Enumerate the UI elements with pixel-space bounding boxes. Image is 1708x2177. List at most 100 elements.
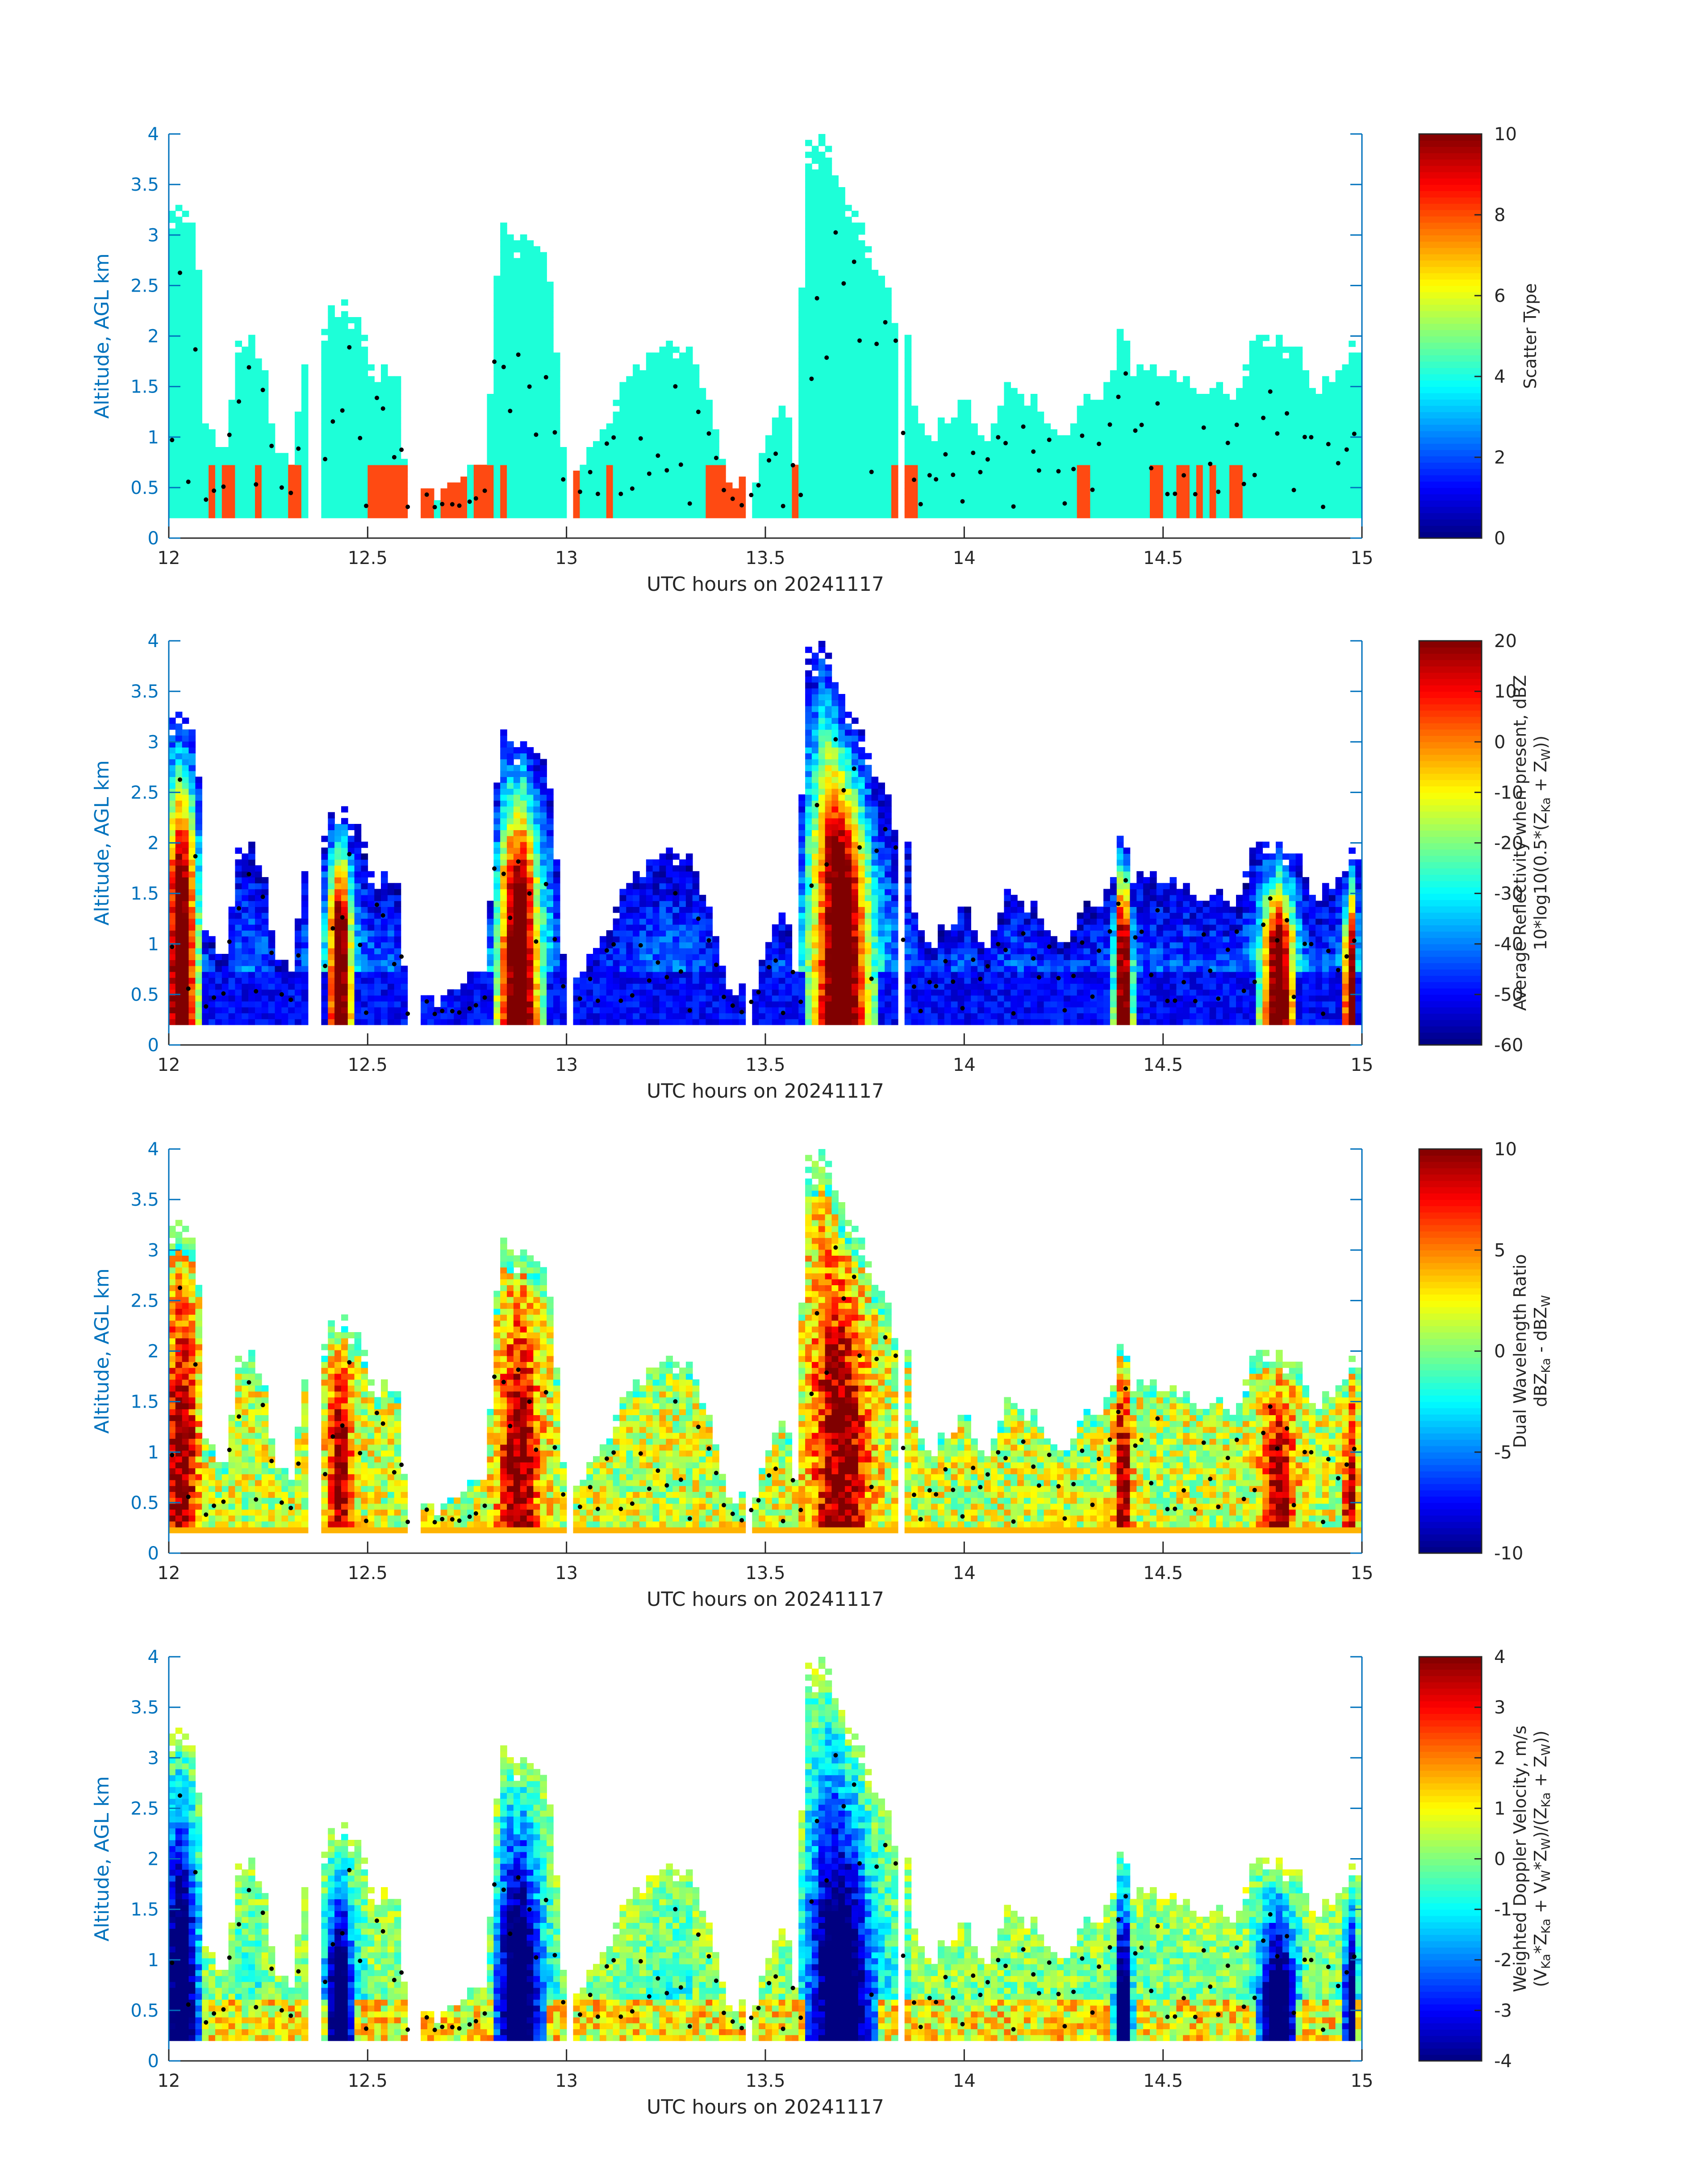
heatmap-cell [1216, 400, 1223, 406]
heatmap-cell [1256, 388, 1263, 394]
heatmap-cell [533, 305, 540, 312]
heatmap-cell [341, 453, 348, 460]
heatmap-cell [699, 405, 706, 412]
heatmap-cell [1223, 435, 1230, 442]
heatmap-cell [957, 453, 965, 460]
heatmap-cell [858, 453, 865, 460]
heatmap-cell [540, 382, 547, 389]
heatmap-cell [387, 506, 395, 513]
heatmap-cell [1190, 476, 1197, 483]
heatmap-cell [1269, 441, 1276, 447]
heatmap-cell [845, 293, 852, 300]
heatmap-cell [175, 382, 183, 389]
heatmap-cell [1203, 470, 1210, 477]
heatmap-cell [507, 441, 514, 447]
heatmap-cell [1229, 512, 1236, 518]
heatmap-cell [838, 464, 845, 471]
heatmap-cell [493, 435, 501, 442]
colorbar-swatch [1419, 146, 1482, 154]
heatmap-cell [540, 305, 547, 312]
heatmap-cell [1097, 417, 1104, 424]
heatmap-cell [188, 830, 196, 836]
heatmap-cell [984, 500, 991, 507]
heatmap-cell [1169, 376, 1177, 383]
heatmap-cell [202, 983, 209, 990]
heatmap-cell [1011, 447, 1018, 453]
heatmap-cell [228, 971, 236, 978]
heatmap-cell [487, 470, 494, 477]
y-tick-label: 0.5 [130, 478, 159, 498]
heatmap-cell [606, 482, 614, 489]
heatmap-cell [805, 459, 812, 465]
heatmap-cell [706, 447, 713, 453]
heatmap-cell [918, 482, 925, 489]
heatmap-cell [639, 494, 647, 501]
heatmap-cell [891, 459, 898, 465]
heatmap-cell [235, 388, 242, 394]
y-tick-label: 1.5 [130, 377, 159, 397]
heatmap-cell [599, 459, 607, 465]
heatmap-cell [1143, 470, 1150, 477]
heatmap-cell [1004, 417, 1011, 424]
heatmap-cell [646, 506, 653, 513]
heatmap-cell [235, 1007, 242, 1014]
heatmap-cell [964, 476, 971, 483]
heatmap-cell [904, 470, 912, 477]
heatmap-cell [1282, 441, 1290, 447]
dot-marker [269, 443, 274, 448]
heatmap-cell [1136, 506, 1144, 513]
heatmap-cell [580, 512, 587, 518]
heatmap-cell [838, 187, 845, 193]
heatmap-cell [1183, 394, 1190, 400]
colorbar-swatch [1419, 216, 1482, 223]
heatmap-cell [1256, 435, 1263, 442]
heatmap-cell [692, 494, 700, 501]
dot-marker [1261, 415, 1266, 420]
heatmap-cell [586, 464, 593, 471]
heatmap-cell [685, 364, 693, 371]
heatmap-cell [1349, 470, 1356, 477]
dot-marker [630, 486, 635, 491]
heatmap-cell [1090, 453, 1097, 460]
heatmap-cell [931, 506, 938, 513]
heatmap-cell [533, 423, 540, 430]
heatmap-cell [261, 394, 269, 400]
heatmap-cell [1097, 506, 1104, 513]
heatmap-cell [195, 1007, 202, 1014]
heatmap-cell [301, 382, 309, 389]
heatmap-cell [1276, 512, 1283, 518]
heatmap-cell [328, 476, 335, 483]
heatmap-cell [1130, 405, 1137, 412]
heatmap-cell [838, 264, 845, 270]
heatmap-cell [182, 470, 189, 477]
heatmap-cell [904, 394, 912, 400]
heatmap-cell [639, 476, 647, 483]
heatmap-cell [361, 388, 368, 394]
heatmap-cell [1269, 417, 1276, 424]
heatmap-cell [1269, 364, 1276, 371]
heatmap-cell [685, 429, 693, 436]
heatmap-cell [169, 311, 176, 318]
heatmap-cell [394, 441, 401, 447]
heatmap-cell [288, 470, 295, 477]
heatmap-cell [242, 901, 249, 907]
heatmap-cell [533, 364, 540, 371]
heatmap-cell [818, 287, 826, 294]
heatmap-cell [1216, 470, 1223, 477]
heatmap-cell [209, 447, 216, 453]
heatmap-cell [341, 299, 348, 306]
heatmap-cell [1315, 423, 1323, 430]
heatmap-cell [507, 317, 514, 323]
heatmap-cell [1110, 411, 1117, 418]
heatmap-cell [500, 276, 507, 282]
dot-marker [492, 359, 497, 364]
heatmap-cell [295, 476, 302, 483]
heatmap-cell [533, 317, 540, 323]
heatmap-cell [1216, 500, 1223, 507]
heatmap-cell [719, 500, 726, 507]
heatmap-cell [169, 1001, 176, 1007]
heatmap-cell [394, 494, 401, 501]
heatmap-cell [1229, 464, 1236, 471]
heatmap-cell [811, 329, 819, 335]
heatmap-cell [301, 447, 309, 453]
